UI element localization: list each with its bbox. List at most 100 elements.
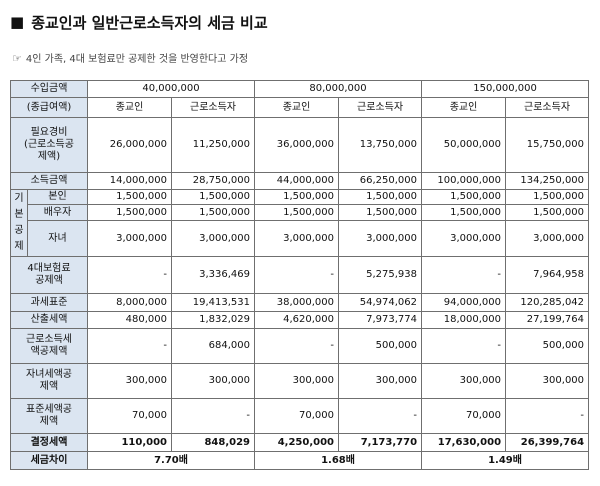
cell-value: 300,000 — [254, 363, 340, 399]
vertical-char: 본 — [14, 209, 24, 220]
cell-value: 28,750,000 — [170, 172, 256, 190]
cell-value: - — [170, 398, 256, 434]
cell-value: 7,964,958 — [505, 256, 590, 294]
cell-value: 110,000 — [87, 433, 172, 452]
cell-value: 50,000,000 — [421, 117, 507, 173]
row-tax-difference: 세금차이 7.70배 1.68배 1.49배 — [10, 451, 590, 470]
cell-value: 54,974,062 — [338, 293, 423, 312]
row-label-line: (근로소득공 — [24, 139, 74, 150]
cell-value: 3,336,469 — [170, 256, 256, 294]
row-children: 자녀 3,000,000 3,000,000 3,000,000 3,000,0… — [11, 220, 590, 257]
cell-value: 3,000,000 — [421, 220, 507, 257]
cell-value: 1,500,000 — [421, 204, 507, 221]
page-title: ■ 종교인과 일반근로소득자의 세금 비교 — [10, 10, 268, 34]
cell-value: 11,250,000 — [170, 117, 256, 173]
cell-value: 66,250,000 — [338, 172, 423, 190]
cell-value: 3,000,000 — [254, 220, 340, 257]
row-income: 소득금액 14,000,000 28,750,000 44,000,000 66… — [10, 172, 590, 190]
cell-value: 500,000 — [338, 328, 423, 364]
cell-value: - — [254, 256, 340, 294]
row-label-line: 필요경비 — [30, 127, 68, 138]
cell-value: - — [87, 328, 172, 364]
cell-value: 26,399,764 — [505, 433, 590, 452]
row-label: 결정세액 — [10, 433, 88, 452]
row-label: 소득금액 — [10, 172, 88, 190]
row-label: 세금차이 — [10, 451, 88, 470]
col-religious-2: 종교인 — [254, 97, 340, 118]
cell-value: 70,000 — [254, 398, 340, 434]
cell-ratio: 7.70배 — [86, 451, 256, 470]
row-label: 본인 — [27, 189, 88, 205]
cell-value: 480,000 — [87, 311, 172, 329]
cell-value: 8,000,000 — [87, 293, 172, 312]
pointing-hand-icon: ☞ — [12, 52, 22, 65]
header-row-income: 수입금액 40,000,000 80,000,000 150,000,000 — [10, 80, 590, 98]
header-income-40m: 40,000,000 — [86, 80, 256, 98]
cell-value: 134,250,000 — [505, 172, 590, 190]
row-label-line: 제액 — [39, 381, 59, 392]
row-label: 자녀세액공 제액 — [10, 363, 88, 399]
row-label-line: 자녀세액공 — [26, 369, 72, 380]
cell-value: 3,000,000 — [338, 220, 423, 257]
cell-ratio: 1.68배 — [254, 451, 423, 470]
cell-value: 300,000 — [170, 363, 256, 399]
cell-value: 300,000 — [338, 363, 423, 399]
row-label: 산출세액 — [10, 311, 88, 329]
row-label-line: 공제액 — [35, 275, 63, 286]
cell-value: 94,000,000 — [421, 293, 507, 312]
cell-value: - — [254, 328, 340, 364]
row-label-line: 제액) — [37, 151, 61, 162]
cell-value: 500,000 — [505, 328, 590, 364]
row-label: 자녀 — [27, 220, 88, 257]
cell-value: - — [505, 398, 590, 434]
cell-value: 19,413,531 — [170, 293, 256, 312]
vertical-char: 기 — [14, 193, 24, 204]
basic-deduction-group-label: 기 본 공 제 — [10, 189, 28, 257]
cell-value: 300,000 — [87, 363, 172, 399]
cell-value: 120,285,042 — [505, 293, 590, 312]
col-worker-1: 근로소득자 — [170, 97, 256, 118]
cell-value: 1,500,000 — [170, 204, 256, 221]
cell-value: 300,000 — [421, 363, 507, 399]
cell-ratio: 1.49배 — [421, 451, 590, 470]
cell-value: 848,029 — [170, 433, 256, 452]
header-income-150m: 150,000,000 — [421, 80, 590, 98]
row-insurance: 4대보험료 공제액 - 3,336,469 - 5,275,938 - 7,96… — [10, 256, 590, 294]
cell-value: 1,500,000 — [338, 189, 423, 205]
vertical-char: 공 — [14, 225, 24, 236]
col-religious-3: 종교인 — [421, 97, 507, 118]
cell-value: 3,000,000 — [170, 220, 256, 257]
tax-comparison-table: 수입금액 40,000,000 80,000,000 150,000,000 (… — [10, 80, 590, 470]
row-label: 필요경비 (근로소득공 제액) — [10, 117, 88, 173]
cell-value: 4,620,000 — [254, 311, 340, 329]
row-label: 4대보험료 공제액 — [10, 256, 88, 294]
col-worker-3: 근로소득자 — [505, 97, 590, 118]
row-label-line: 4대보험료 — [27, 263, 71, 274]
cell-value: 300,000 — [505, 363, 590, 399]
cell-value: 44,000,000 — [254, 172, 340, 190]
cell-value: 7,173,770 — [338, 433, 423, 452]
row-label-line: 제액 — [39, 416, 59, 427]
row-label: 과세표준 — [10, 293, 88, 312]
row-child-credit: 자녀세액공 제액 300,000 300,000 300,000 300,000… — [10, 363, 590, 399]
header-income-80m: 80,000,000 — [254, 80, 423, 98]
row-label: 배우자 — [27, 204, 88, 221]
cell-value: 70,000 — [421, 398, 507, 434]
cell-value: 13,750,000 — [338, 117, 423, 173]
row-expense: 필요경비 (근로소득공 제액) 26,000,000 11,250,000 36… — [10, 117, 590, 173]
cell-value: 27,199,764 — [505, 311, 590, 329]
cell-value: 17,630,000 — [421, 433, 507, 452]
cell-value: 18,000,000 — [421, 311, 507, 329]
cell-value: 7,973,774 — [338, 311, 423, 329]
cell-value: 36,000,000 — [254, 117, 340, 173]
header-gross-label: (종급여액) — [10, 97, 88, 118]
cell-value: 1,500,000 — [87, 189, 172, 205]
cell-value: 15,750,000 — [505, 117, 590, 173]
cell-value: 1,500,000 — [338, 204, 423, 221]
header-row-type: (종급여액) 종교인 근로소득자 종교인 근로소득자 종교인 근로소득자 — [10, 97, 590, 118]
header-income-label: 수입금액 — [10, 80, 88, 98]
cell-value: 3,000,000 — [505, 220, 590, 257]
row-tax-base: 과세표준 8,000,000 19,413,531 38,000,000 54,… — [10, 293, 590, 312]
row-calculated-tax: 산출세액 480,000 1,832,029 4,620,000 7,973,7… — [10, 311, 590, 329]
cell-value: 1,500,000 — [254, 204, 340, 221]
